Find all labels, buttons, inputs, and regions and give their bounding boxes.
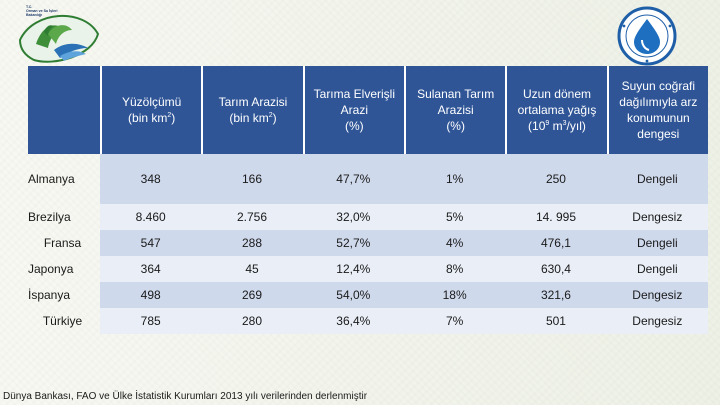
- balance-cell: Dengeli: [606, 154, 708, 204]
- table-row: Fransa 547 288 52,7% 4% 476,1 Dengeli: [28, 230, 708, 256]
- source-note: Dünya Bankası, FAO ve Ülke İstatistik Ku…: [3, 391, 368, 402]
- agri-cell: 45: [201, 256, 303, 282]
- arable-cell: 52,7%: [302, 230, 404, 256]
- agri-cell: 280: [201, 308, 303, 334]
- area-cell: 785: [100, 308, 202, 334]
- irrigated-cell: 18%: [403, 282, 506, 308]
- balance-cell: Dengesiz: [606, 282, 708, 308]
- table-row: Japonya 364 45 12,4% 8% 630,4 Dengeli: [28, 256, 708, 282]
- area-cell: 364: [100, 256, 202, 282]
- table-row: Almanya 348 166 47,7% 1% 250 Dengeli: [28, 154, 708, 204]
- agri-cell: 269: [201, 282, 303, 308]
- ministry-name-line2: Orman ve Su İşleri: [26, 9, 58, 13]
- country-cell: Brezilya: [28, 210, 71, 224]
- agri-cell: 2.756: [201, 204, 303, 230]
- header-arable-land: Tarıma Elverişli Arazi (%): [302, 66, 404, 154]
- table-row: İspanya 498 269 54,0% 18% 321,6 Dengesiz: [28, 282, 708, 308]
- ministry-name-line1: T.C.: [26, 5, 33, 9]
- header-corner-cell: [28, 66, 100, 154]
- ministry-logo: T.C. Orman ve Su İşleri Bakanlığı: [14, 4, 102, 66]
- irrigated-cell: 7%: [403, 308, 506, 334]
- ministry-emblem-icon: [18, 14, 100, 63]
- balance-cell: Dengeli: [606, 256, 708, 282]
- header-area: Yüzölçümü (bin km2): [100, 66, 202, 154]
- arable-cell: 36,4%: [302, 308, 404, 334]
- irrigated-cell: 1%: [403, 154, 506, 204]
- rain-cell: 321,6: [505, 282, 607, 308]
- agri-cell: 288: [201, 230, 303, 256]
- rain-cell: 476,1: [505, 230, 607, 256]
- rain-cell: 501: [505, 308, 607, 334]
- area-cell: 348: [100, 154, 202, 204]
- balance-cell: Dengesiz: [606, 308, 708, 334]
- header-rainfall: Uzun dönem ortalama yağış (109 m3/yıl): [505, 66, 607, 154]
- agri-cell: 166: [201, 154, 303, 204]
- ministry-name: T.C. Orman ve Su İşleri Bakanlığı: [26, 5, 66, 17]
- balance-cell: Dengesiz: [606, 204, 708, 230]
- irrigated-cell: 8%: [403, 256, 506, 282]
- arable-cell: 47,7%: [302, 154, 404, 204]
- country-cell: İspanya: [28, 288, 71, 302]
- header-irrigated-land: Sulanan Tarım Arazisi (%): [403, 66, 506, 154]
- country-cell: Türkiye: [42, 314, 83, 328]
- table-row: Brezilya 8.460 2.756 32,0% 5% 14. 995 De…: [28, 204, 708, 230]
- country-water-table: Yüzölçümü (bin km2) Tarım Arazisi (bin k…: [28, 66, 708, 334]
- country-cell: Almanya: [28, 172, 75, 186]
- area-cell: 547: [100, 230, 202, 256]
- water-drop-seal-icon: [617, 6, 677, 66]
- balance-cell: Dengeli: [606, 230, 708, 256]
- irrigated-cell: 5%: [403, 204, 506, 230]
- rain-cell: 250: [505, 154, 607, 204]
- rain-cell: 630,4: [505, 256, 607, 282]
- table-header-row: Yüzölçümü (bin km2) Tarım Arazisi (bin k…: [28, 66, 708, 154]
- irrigated-cell: 4%: [403, 230, 506, 256]
- arable-cell: 32,0%: [302, 204, 404, 230]
- water-directorate-logo: [606, 6, 688, 66]
- arable-cell: 54,0%: [302, 282, 404, 308]
- area-cell: 8.460: [100, 204, 202, 230]
- area-cell: 498: [100, 282, 202, 308]
- rain-cell: 14. 995: [505, 204, 607, 230]
- arable-cell: 12,4%: [302, 256, 404, 282]
- country-cell: Fransa: [43, 236, 82, 250]
- header-supply-balance: Suyun coğrafi dağılımıyla arz konumunun …: [606, 66, 708, 154]
- table-row: Türkiye 785 280 36,4% 7% 501 Dengesiz: [28, 308, 708, 334]
- header-agricultural-land: Tarım Arazisi (bin km2): [201, 66, 303, 154]
- data-table: Yüzölçümü (bin km2) Tarım Arazisi (bin k…: [28, 66, 708, 334]
- country-cell: Japonya: [28, 262, 74, 276]
- ministry-name-line3: Bakanlığı: [26, 13, 42, 17]
